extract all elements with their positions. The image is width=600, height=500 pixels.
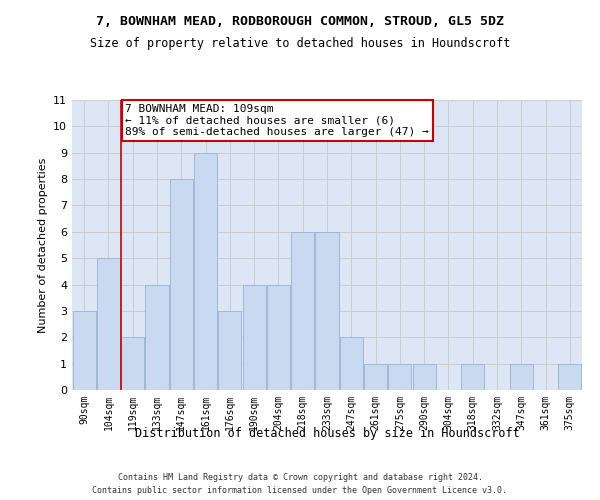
Text: Contains public sector information licensed under the Open Government Licence v3: Contains public sector information licen…: [92, 486, 508, 495]
Text: Size of property relative to detached houses in Houndscroft: Size of property relative to detached ho…: [90, 38, 510, 51]
Bar: [413, 364, 436, 390]
Bar: [510, 364, 533, 390]
Bar: [121, 338, 144, 390]
Bar: [316, 232, 338, 390]
Bar: [145, 284, 169, 390]
Text: 7, BOWNHAM MEAD, RODBOROUGH COMMON, STROUD, GL5 5DZ: 7, BOWNHAM MEAD, RODBOROUGH COMMON, STRO…: [96, 15, 504, 28]
Text: Contains HM Land Registry data © Crown copyright and database right 2024.: Contains HM Land Registry data © Crown c…: [118, 472, 482, 482]
Y-axis label: Number of detached properties: Number of detached properties: [38, 158, 47, 332]
Bar: [559, 364, 581, 390]
Bar: [340, 338, 363, 390]
Bar: [194, 152, 217, 390]
Bar: [97, 258, 120, 390]
Text: Distribution of detached houses by size in Houndscroft: Distribution of detached houses by size …: [134, 428, 520, 440]
Bar: [73, 311, 95, 390]
Bar: [170, 179, 193, 390]
Bar: [267, 284, 290, 390]
Text: 7 BOWNHAM MEAD: 109sqm
← 11% of detached houses are smaller (6)
89% of semi-deta: 7 BOWNHAM MEAD: 109sqm ← 11% of detached…: [125, 104, 429, 137]
Bar: [218, 311, 241, 390]
Bar: [364, 364, 387, 390]
Bar: [242, 284, 266, 390]
Bar: [388, 364, 412, 390]
Bar: [291, 232, 314, 390]
Bar: [461, 364, 484, 390]
